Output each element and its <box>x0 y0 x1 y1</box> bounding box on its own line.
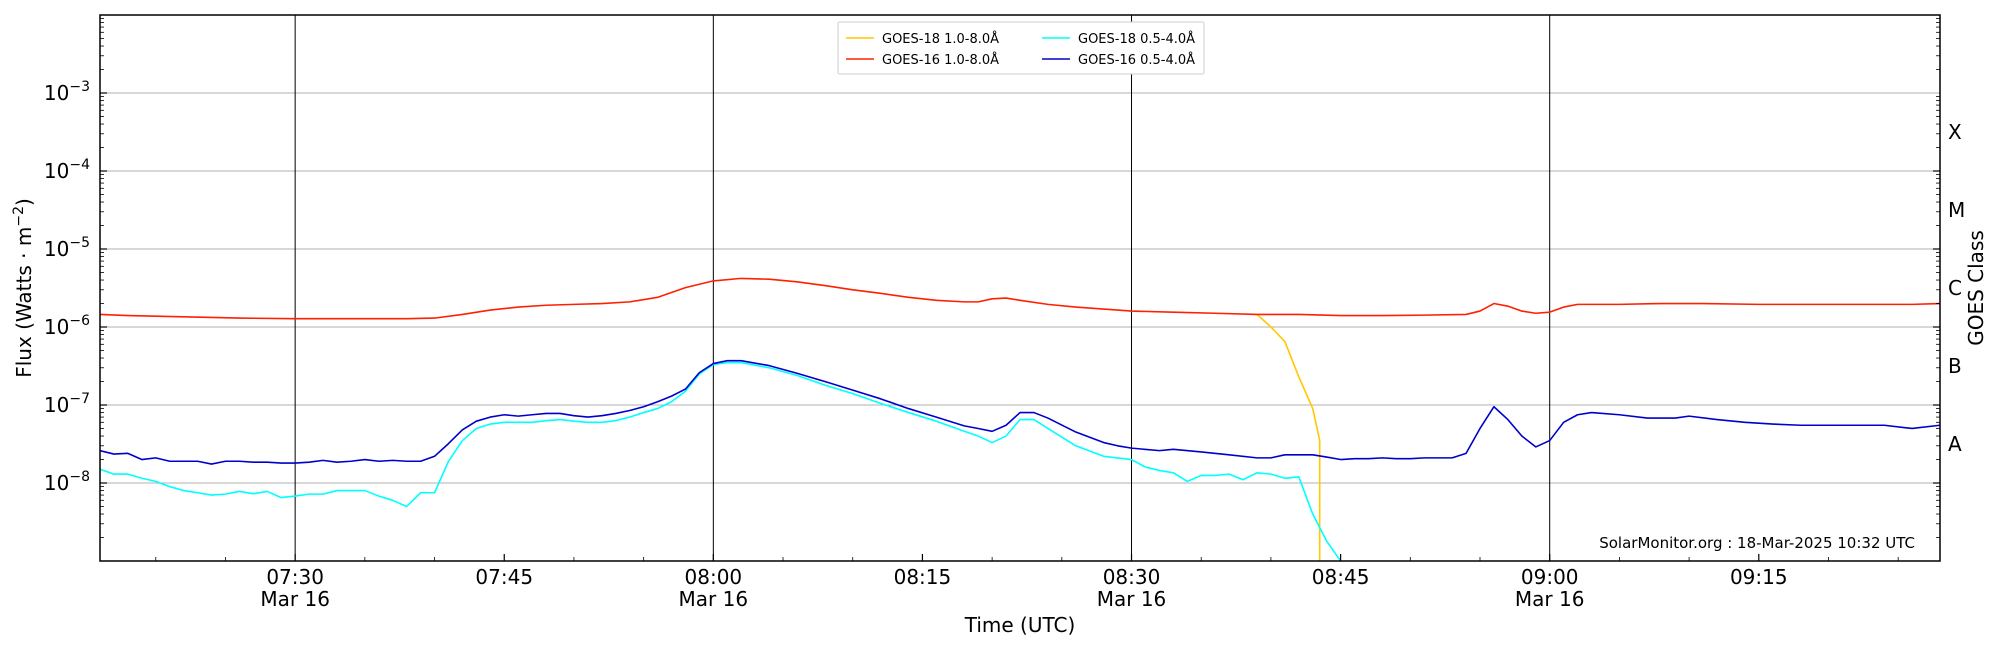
legend-label: GOES-18 0.5-4.0Å <box>1078 31 1195 47</box>
x-axis-title: Time (UTC) <box>964 613 1076 637</box>
y-axis-title-suffix: ) <box>12 198 36 206</box>
y-tick-label: 10−8 <box>44 469 90 495</box>
y-tick-label: 10−5 <box>44 235 90 261</box>
x-tick-label: 07:45 <box>475 565 533 589</box>
x-tick-label: 07:30 <box>266 565 324 589</box>
y-tick-label: 10−4 <box>44 157 90 183</box>
y-axis-title: Flux (Watts · m−2) <box>11 198 36 378</box>
y-axis-title-exp: −2 <box>11 206 27 227</box>
y-tick-label: 10−3 <box>44 79 90 105</box>
time-marker-lines <box>294 15 1551 561</box>
goes-class-label: B <box>1948 354 1962 378</box>
series-line <box>100 277 1940 320</box>
grid-lines <box>100 92 1940 484</box>
series-line <box>100 361 1342 561</box>
goes-class-label: X <box>1948 120 1962 144</box>
plot-frame <box>99 14 1941 562</box>
x-tick-label: 08:00 <box>685 565 743 589</box>
goes-class-label: C <box>1948 276 1962 300</box>
x-tick-label: 08:15 <box>894 565 952 589</box>
x-tick-label: 09:15 <box>1730 565 1788 589</box>
goes-class-label: A <box>1948 432 1962 456</box>
x-tick-label: 08:30 <box>1103 565 1161 589</box>
y-axis-title-prefix: Flux (Watts · m <box>12 227 36 378</box>
legend-box <box>837 21 1205 75</box>
flux-series <box>100 277 1940 561</box>
goes-class-label: M <box>1948 198 1965 222</box>
series-line <box>100 359 1940 465</box>
legend-label: GOES-16 0.5-4.0Å <box>1078 52 1195 68</box>
series-line <box>1256 313 1321 561</box>
legend: GOES-18 1.0-8.0Å GOES-16 1.0-8.0Å GOES-18 … <box>837 21 1205 75</box>
x-tick-date-label: Mar 16 <box>679 587 749 611</box>
x-tick-date-label: Mar 16 <box>260 587 330 611</box>
y-tick-label: 10−6 <box>44 313 90 339</box>
x-tick-label: 09:00 <box>1521 565 1579 589</box>
legend-label: GOES-16 1.0-8.0Å <box>882 52 999 68</box>
x-tick-date-label: Mar 16 <box>1515 587 1585 611</box>
x-tick-label: 08:45 <box>1312 565 1370 589</box>
x-tick-date-label: Mar 16 <box>1097 587 1167 611</box>
goes-class-axis-title: GOES Class <box>1964 230 1988 346</box>
credit-text: SolarMonitor.org : 18-Mar-2025 10:32 UTC <box>1599 534 1915 552</box>
y-tick-label: 10−7 <box>44 391 90 417</box>
legend-label: GOES-18 1.0-8.0Å <box>882 31 999 47</box>
